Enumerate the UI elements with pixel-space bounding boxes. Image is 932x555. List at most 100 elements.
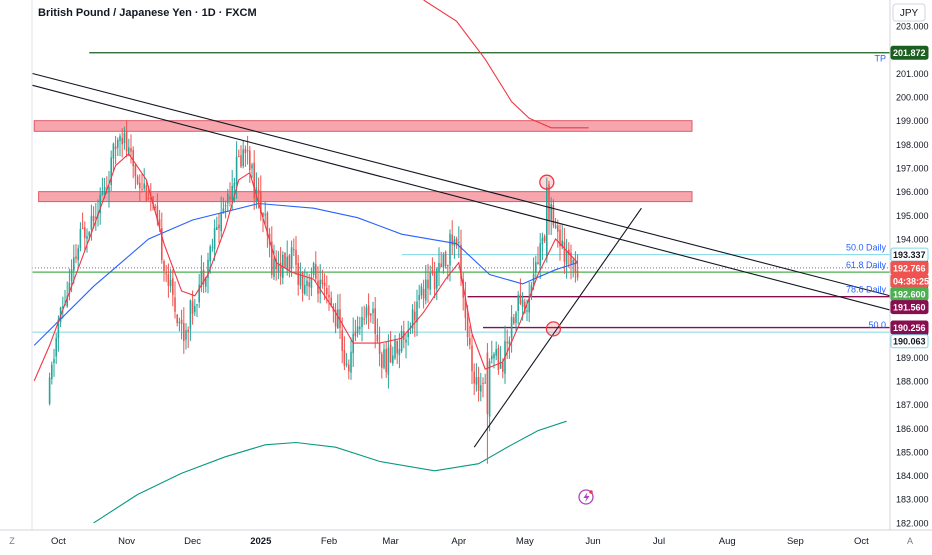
candle-body (394, 340, 396, 359)
candle-body (383, 349, 385, 368)
candle-body (66, 295, 68, 307)
candle-body (392, 355, 394, 364)
price-tick-label: 195.000 (896, 211, 929, 221)
trendline-1[interactable] (31, 72, 891, 297)
candle-body (183, 323, 185, 342)
candle-body (458, 241, 460, 243)
candle-body (471, 345, 473, 372)
candle-body (90, 215, 93, 230)
candle-body (198, 284, 200, 303)
candle-body (422, 288, 425, 299)
candle-body (400, 331, 403, 352)
candle-body (161, 228, 163, 260)
candle-body (389, 344, 392, 363)
candle-body (387, 347, 390, 375)
candle-body (337, 309, 339, 329)
candle-body (136, 176, 139, 184)
time-axis[interactable]: Oct Nov Dec 2025 Feb Mar Apr May Jun Jul Aug Sep Oct (51, 536, 869, 547)
fib-50-text: 50.0 Daily (846, 243, 887, 253)
candle-body (117, 139, 119, 148)
candle-body (521, 299, 524, 307)
lower-band-line (93, 420, 567, 524)
zone-199-zone (33, 120, 693, 132)
candle-body (376, 334, 379, 342)
candle-body (185, 330, 187, 340)
candle-body (345, 363, 348, 365)
candle-body (79, 228, 82, 249)
price-label-bg (890, 320, 929, 335)
candle-body (246, 150, 249, 152)
candle-body (62, 306, 64, 308)
candle-body (381, 354, 383, 368)
candle-body (264, 214, 266, 216)
candle-body (429, 272, 431, 290)
candle-body (125, 130, 128, 152)
trendlines-layer[interactable] (31, 72, 891, 448)
candle-body (528, 298, 530, 313)
price-label-bg (890, 300, 929, 315)
candle-body (240, 155, 242, 167)
candle-body (176, 314, 178, 323)
candle-body (510, 316, 513, 338)
candle-body (273, 258, 275, 277)
candle-body (68, 282, 71, 295)
line-labels-layer: TP 50.0 Daily 61.8 Daily 78.6 Daily 50.0 (846, 54, 887, 330)
candle-body (194, 305, 196, 313)
candle-body (524, 301, 526, 314)
candle-body (119, 136, 121, 142)
candle-body (81, 227, 84, 229)
candle-body (513, 317, 515, 324)
candle-body (172, 277, 174, 295)
time-tick-label: Feb (321, 536, 337, 547)
candle-body (396, 340, 398, 354)
candle-body (134, 164, 137, 177)
auto-scale-marker[interactable]: A (907, 536, 913, 546)
price-label: 04:38:25 (893, 276, 929, 286)
price-tick-label: 186.000 (896, 424, 929, 434)
price-label: 190.063 (893, 337, 926, 347)
circles-layer (539, 174, 562, 337)
candle-body (99, 194, 101, 214)
time-tick-label: May (516, 536, 534, 547)
candle-body (310, 277, 313, 288)
candle-body (220, 212, 222, 232)
currency-button[interactable]: JPY (900, 8, 919, 19)
candle-body (367, 305, 370, 316)
candle-body (552, 204, 555, 226)
candle-body (442, 254, 445, 268)
candle-body (242, 149, 244, 167)
currency-button-bg[interactable] (892, 3, 926, 22)
candle-body (218, 224, 220, 229)
timezone-marker[interactable]: Z (9, 536, 15, 546)
candle-body (572, 260, 574, 264)
candle-body (211, 246, 214, 248)
trendline-2[interactable] (31, 84, 891, 311)
candle-body (444, 252, 447, 267)
candle-body (73, 257, 75, 271)
fib-78.6-text: 78.6 Daily (846, 285, 887, 295)
price-label-bg (890, 45, 929, 60)
candle-body (167, 274, 170, 286)
candle-body (55, 337, 57, 357)
candle-body (480, 385, 482, 392)
candle-body (53, 359, 55, 363)
candle-body (541, 237, 544, 245)
candle-body (251, 164, 253, 169)
candle-body (350, 351, 352, 373)
price-label: 193.337 (893, 250, 926, 260)
candle-body (411, 309, 414, 329)
time-tick-label: Oct (854, 536, 869, 547)
news-lightning-icon[interactable] (578, 489, 594, 505)
trendline-3[interactable] (473, 207, 642, 448)
candle-body (86, 236, 88, 239)
candle-body (491, 355, 493, 360)
candle-body (453, 239, 456, 246)
candle-body (189, 300, 192, 329)
candle-body (306, 280, 308, 286)
candle-body (222, 208, 225, 214)
TP-text: TP (874, 54, 886, 64)
candle-body (354, 331, 357, 337)
candle-body (449, 233, 451, 266)
